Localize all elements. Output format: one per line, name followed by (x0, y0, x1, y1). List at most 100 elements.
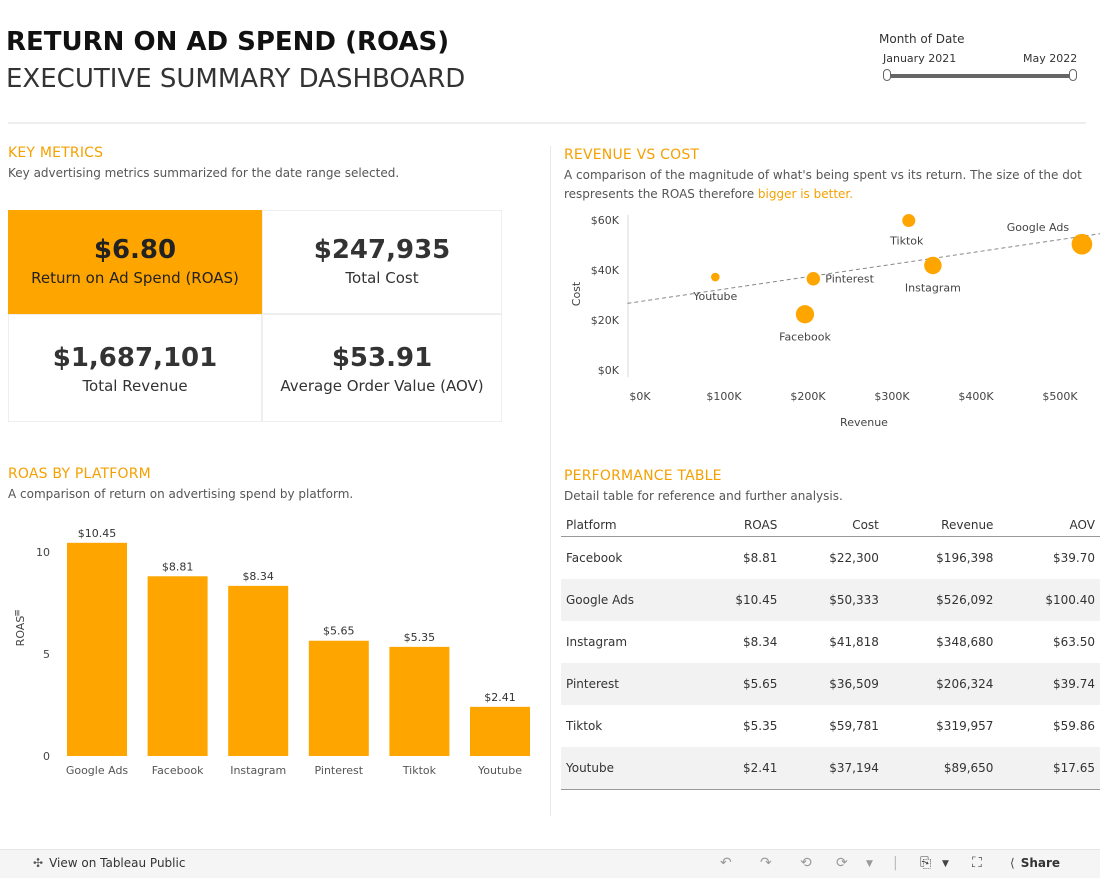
toolbar-divider: | (893, 855, 898, 871)
x-tick-label: Google Ads (66, 764, 129, 777)
cell-aov: $17.65 (998, 747, 1100, 790)
cell-cost: $41,818 (829, 635, 879, 649)
scatter-point[interactable] (924, 256, 942, 275)
cell-platform: Tiktok (566, 719, 603, 733)
y-axis-title: Cost (570, 281, 583, 306)
col-header-aov[interactable]: AOV (998, 514, 1100, 537)
bar[interactable] (228, 585, 289, 756)
cell-aov: $63.50 (1053, 635, 1095, 649)
x-tick-label: $300K (874, 390, 910, 403)
cell-roas: $5.35 (743, 719, 778, 733)
bar-value-label: $5.35 (404, 631, 436, 644)
scatter-point[interactable] (902, 214, 916, 228)
table-row[interactable]: Pinterest $5.65 $36,509 $206,324 $39.74 (561, 663, 1100, 705)
performance-table-title: PERFORMANCE TABLE (564, 468, 722, 484)
cell-revenue: $526,092 (883, 579, 999, 621)
share-button[interactable]: ⟨ Share (1010, 856, 1060, 870)
bar[interactable] (308, 640, 369, 756)
view-on-tableau-link[interactable]: ✣ View on Tableau Public (33, 856, 185, 870)
col-header-platform[interactable]: Platform (561, 514, 694, 537)
x-tick-label: Tiktok (402, 764, 437, 777)
revert-icon[interactable]: ⟲ (800, 855, 812, 871)
fullscreen-icon[interactable]: ⛶ (972, 855, 982, 871)
refresh-dropdown-icon[interactable]: ▼ (866, 859, 873, 869)
cell-revenue: $319,957 (936, 719, 994, 733)
roas-by-platform-title: ROAS BY PLATFORM (8, 466, 151, 482)
kpi-label: Total Revenue (82, 377, 188, 395)
cell-roas: $2.41 (693, 747, 783, 790)
table-row[interactable]: Instagram $8.34 $41,818 $348,680 $63.50 (561, 621, 1100, 663)
roas-bar-chart[interactable]: 0 5 10 ROAS≡ $10.45 Google Ads $8.81 Facebook $8… (0, 515, 545, 785)
performance-table[interactable]: Platform ROAS Cost Revenue AOV Facebook … (561, 514, 1100, 790)
y-axis-title: ROAS (14, 616, 27, 647)
cell-aov: $100.40 (998, 579, 1100, 621)
point-label: Google Ads (1007, 221, 1070, 234)
slider-start-handle[interactable] (883, 69, 891, 81)
bar[interactable] (470, 706, 530, 756)
bar[interactable] (67, 542, 127, 756)
kpi-aov[interactable]: $53.91 Average Order Value (AOV) (262, 314, 502, 422)
slider-end-handle[interactable] (1069, 69, 1077, 81)
y-tick-label: $0K (598, 364, 620, 377)
cell-cost: $37,194 (782, 747, 884, 790)
tableau-logo-icon: ✣ (33, 856, 44, 870)
table-row[interactable]: Youtube $2.41 $37,194 $89,650 $17.65 (561, 747, 1100, 790)
refresh-icon[interactable]: ⟳ (836, 855, 848, 871)
point-label: Pinterest (825, 273, 874, 286)
cell-revenue: $206,324 (883, 663, 999, 705)
cell-cost: $50,333 (782, 579, 884, 621)
kpi-total-revenue[interactable]: $1,687,101 Total Revenue (8, 314, 262, 422)
cell-aov: $39.74 (998, 663, 1100, 705)
bar[interactable] (147, 576, 208, 756)
x-tick-label: Facebook (152, 764, 204, 777)
undo-icon[interactable]: ↶ (720, 855, 732, 871)
y-tick-label: 10 (36, 546, 50, 559)
scatter-point[interactable] (806, 271, 821, 286)
kpi-label: Total Cost (345, 269, 419, 287)
kpi-value: $6.80 (93, 235, 177, 265)
bar[interactable] (389, 646, 450, 756)
kpi-value: $247,935 (313, 235, 451, 265)
redo-icon[interactable]: ↷ (760, 855, 772, 871)
col-header-roas[interactable]: ROAS (693, 514, 783, 537)
performance-table-subtitle: Detail table for reference and further a… (564, 489, 843, 503)
dashboard-title: RETURN ON AD SPEND (ROAS) (6, 27, 450, 57)
header-divider (8, 122, 1086, 124)
cell-platform: Facebook (566, 551, 623, 565)
x-tick-label: $100K (706, 390, 742, 403)
scatter-point[interactable] (795, 305, 815, 324)
table-row[interactable]: Google Ads $10.45 $50,333 $526,092 $100.… (561, 579, 1100, 621)
col-header-cost[interactable]: Cost (782, 514, 884, 537)
y-tick-label: 0 (43, 750, 50, 763)
cell-cost: $22,300 (829, 551, 879, 565)
scatter-point[interactable] (1071, 233, 1093, 255)
cell-roas: $8.34 (743, 635, 778, 649)
y-tick-label: $40K (591, 264, 620, 277)
sort-icon[interactable]: ≡ (13, 609, 23, 617)
column-divider (550, 146, 551, 816)
download-dropdown-icon[interactable]: ▼ (942, 859, 949, 869)
x-tick-label: Pinterest (315, 764, 364, 777)
point-label: Tiktok (889, 235, 924, 248)
scatter-point[interactable] (710, 272, 720, 282)
cell-revenue: $196,398 (936, 551, 994, 565)
col-header-revenue[interactable]: Revenue (883, 514, 999, 537)
kpi-value: $1,687,101 (52, 343, 218, 373)
table-row[interactable]: Tiktok $5.35 $59,781 $319,957 $59.86 (561, 705, 1100, 747)
date-range-slider[interactable] (883, 69, 1077, 81)
kpi-total-cost[interactable]: $247,935 Total Cost (262, 210, 502, 314)
cell-platform: Google Ads (561, 579, 694, 621)
cell-aov: $39.70 (1053, 551, 1095, 565)
x-tick-label: $500K (1042, 390, 1078, 403)
cell-roas: $5.65 (693, 663, 783, 705)
cell-platform: Youtube (561, 747, 694, 790)
revenue-vs-cost-subtitle-2: respresents the ROAS therefore bigger is… (564, 187, 853, 201)
table-row[interactable]: Facebook $8.81 $22,300 $196,398 $39.70 (561, 537, 1100, 580)
cell-cost: $59,781 (829, 719, 879, 733)
y-tick-label: $60K (591, 214, 620, 227)
cell-aov: $59.86 (1053, 719, 1095, 733)
download-icon[interactable]: ⎘ (920, 855, 932, 871)
kpi-roas[interactable]: $6.80 Return on Ad Spend (ROAS) (8, 210, 262, 314)
revenue-vs-cost-subtitle: A comparison of the magnitude of what's … (564, 168, 1082, 182)
revenue-vs-cost-chart[interactable]: $0K $20K $40K $60K $0K $100K $200K $300K $400K $5… (560, 205, 1100, 435)
